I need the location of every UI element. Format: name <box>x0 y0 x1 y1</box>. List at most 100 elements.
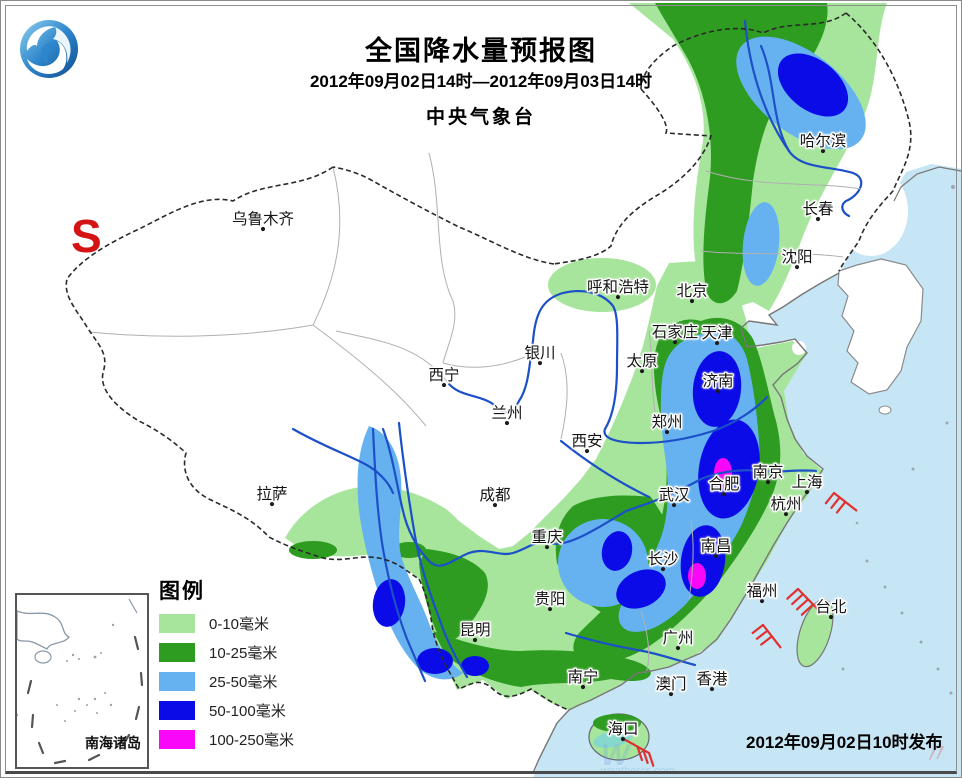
city-dot <box>828 614 834 620</box>
pearl-river <box>564 631 697 667</box>
city-乌鲁木齐: 乌鲁木齐 <box>231 209 295 232</box>
city-label: 重庆 <box>531 528 562 546</box>
rain-25-50-yunnan-band <box>357 426 463 680</box>
city-dot <box>672 339 678 345</box>
korea-peninsula <box>837 258 924 395</box>
han-river <box>559 439 651 499</box>
city-拉萨: 拉萨 <box>255 484 289 507</box>
taiwan-island <box>796 598 834 668</box>
inset-hainan <box>34 650 52 664</box>
legend-swatch <box>159 642 195 662</box>
city-dot <box>721 491 727 497</box>
city-label: 西安 <box>571 432 602 450</box>
legend-item: 25-50毫米 <box>159 671 294 691</box>
city-dot <box>620 736 626 742</box>
city-昆明: 昆明 <box>458 621 492 643</box>
jeju-island <box>878 405 892 415</box>
city-dot <box>804 489 810 495</box>
legend-label: 0-10毫米 <box>209 615 270 633</box>
city-沈阳: 沈阳 <box>780 247 814 270</box>
issue-time: 2012年09月02日10时发布 <box>746 733 943 752</box>
city-重庆: 重庆 <box>530 527 564 550</box>
city-dot <box>820 148 826 154</box>
city-武汉: 武汉 <box>657 485 691 508</box>
city-南宁: 南宁 <box>566 667 600 690</box>
rain-0-10-hohhot <box>548 258 656 312</box>
city-dot <box>269 501 275 507</box>
city-dot <box>544 544 550 550</box>
city-呼和浩特: 呼和浩特 <box>586 277 650 300</box>
city-香港: 香港 <box>695 669 729 692</box>
city-贵阳: 贵阳 <box>533 589 567 612</box>
city-label: 南昌 <box>700 537 731 555</box>
city-label: 成都 <box>479 486 510 504</box>
city-dot <box>441 382 447 388</box>
city-dot <box>639 368 645 374</box>
city-label: 济南 <box>702 372 733 390</box>
city-石家庄: 石家庄 <box>650 322 700 345</box>
city-长沙: 长沙 <box>646 549 680 572</box>
province-borders <box>88 152 862 674</box>
dry-area-sichuan2 <box>526 428 580 470</box>
legend-swatch <box>159 613 195 633</box>
city-label: 银川 <box>524 344 555 362</box>
city-label: 郑州 <box>651 413 682 431</box>
rain-10-25-tibet-border1 <box>289 541 337 559</box>
city-label: 南宁 <box>567 668 598 686</box>
city-label: 乌鲁木齐 <box>232 210 294 228</box>
legend-swatch <box>159 700 195 720</box>
city-杭州: 杭州 <box>769 494 803 517</box>
city-福州: 福州 <box>745 581 779 604</box>
legend-items: 0-10毫米 10-25毫米 25-50毫米 50-100毫米 100-250毫米 <box>159 613 294 749</box>
city-济南: 济南 <box>701 371 735 394</box>
city-太原: 太原 <box>625 351 659 374</box>
map-title: 全国降水量预报图 <box>365 36 597 66</box>
city-dot <box>689 298 695 304</box>
city-label: 福州 <box>746 582 777 600</box>
rivers <box>291 19 863 683</box>
city-dot <box>714 340 720 346</box>
city-西宁: 西宁 <box>427 365 461 388</box>
city-dot <box>765 479 771 485</box>
inset-islands <box>15 623 115 722</box>
city-dot <box>783 511 789 517</box>
city-label: 石家庄 <box>652 323 699 341</box>
city-银川: 银川 <box>523 343 557 366</box>
city-label: 杭州 <box>770 495 801 513</box>
city-dot <box>660 566 666 572</box>
small-islands <box>841 185 955 695</box>
city-label: 兰州 <box>491 404 522 422</box>
city-dot <box>537 360 543 366</box>
city-label: 南京 <box>752 463 783 481</box>
forecast-period: 2012年09月02日14时—2012年09月03日14时 <box>309 72 653 91</box>
city-dot <box>794 264 800 270</box>
legend-item: 100-250毫米 <box>159 729 294 749</box>
city-label: 长沙 <box>647 550 678 568</box>
city-上海: 上海 <box>790 472 824 495</box>
city-label: 上海 <box>791 473 822 491</box>
brahmaputra-river <box>291 427 395 495</box>
city-dot <box>615 294 621 300</box>
city-label: 长春 <box>802 200 833 218</box>
typhoon-wind-barbs <box>623 491 858 767</box>
inset-label: 南海诸岛 <box>85 735 141 751</box>
city-兰州: 兰州 <box>490 403 524 426</box>
city-dot <box>709 686 715 692</box>
dry-shandong-tip <box>792 341 806 355</box>
city-label: 广州 <box>662 629 693 647</box>
songhua-river <box>759 44 863 218</box>
city-dot <box>675 645 681 651</box>
legend-label: 10-25毫米 <box>209 644 278 662</box>
legend: 图例 0-10毫米 10-25毫米 25-50毫米 50-100毫米 100-250毫米 <box>159 575 294 758</box>
city-label: 拉萨 <box>256 485 287 503</box>
city-dot <box>580 684 586 690</box>
nenjiang-river <box>743 19 791 153</box>
city-dot <box>472 637 478 643</box>
city-label: 太原 <box>626 352 657 370</box>
city-西安: 西安 <box>570 431 604 454</box>
legend-swatch <box>159 729 195 749</box>
legend-swatch <box>159 671 195 691</box>
city-天津: 天津 <box>700 323 734 346</box>
